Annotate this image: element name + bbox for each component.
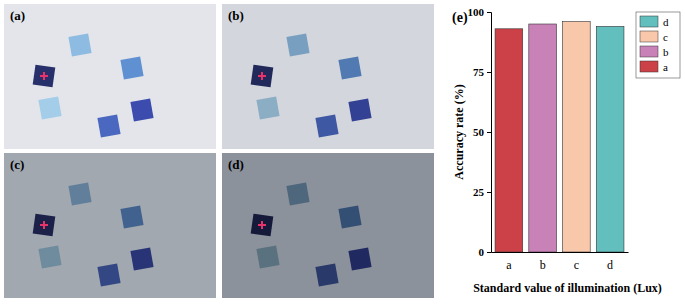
- color-tile: [251, 214, 274, 237]
- tick-mark: [487, 252, 491, 253]
- color-tile: [315, 114, 338, 137]
- chart-title: (e): [452, 10, 468, 26]
- color-tile: [38, 96, 61, 119]
- tick-mark: [487, 132, 491, 133]
- tick: c: [574, 252, 579, 272]
- bar: [495, 29, 523, 252]
- color-tile: [33, 214, 56, 237]
- marker-cross: [258, 72, 266, 80]
- legend-label: d: [663, 16, 669, 28]
- color-tile: [120, 205, 143, 228]
- panel-label: (b): [228, 8, 244, 23]
- color-tile: [286, 33, 309, 56]
- legend-label: b: [663, 46, 669, 58]
- color-tile: [68, 182, 91, 205]
- tick-label: 75: [473, 66, 485, 78]
- color-tile: [338, 205, 361, 228]
- tick: 0: [479, 246, 492, 258]
- bar: [596, 26, 624, 252]
- legend-label: c: [663, 31, 668, 43]
- bar: [529, 24, 557, 252]
- x-axis: a b c d: [492, 252, 629, 272]
- tick: d: [607, 252, 613, 272]
- y-axis-title: Accuracy rate (%): [452, 84, 466, 179]
- legend-label: a: [663, 61, 668, 73]
- color-tile: [286, 182, 309, 205]
- tick-mark: [487, 192, 491, 193]
- color-tile: [130, 98, 153, 121]
- marker-cross: [258, 221, 266, 229]
- figure: (a)(b)(c)(d)(e)0255075100abcdStandard va…: [0, 0, 685, 304]
- legend-swatch: [640, 16, 658, 27]
- color-tile: [315, 263, 338, 286]
- tick: a: [506, 252, 512, 272]
- photo-background: [4, 4, 216, 149]
- color-tile: [97, 263, 120, 286]
- photo-panel: (b): [222, 4, 434, 149]
- legend-swatch: [640, 31, 658, 42]
- tick-label: c: [574, 258, 579, 272]
- color-tile: [338, 56, 361, 79]
- bars: [495, 22, 624, 252]
- tick-label: 100: [468, 6, 485, 18]
- color-tile: [348, 247, 371, 270]
- color-tile: [97, 114, 120, 137]
- tick: b: [540, 252, 546, 272]
- color-tile: [256, 245, 279, 268]
- tick-label: 0: [479, 246, 485, 258]
- photo-background: [4, 153, 216, 298]
- legend: dcba: [636, 12, 680, 78]
- color-tile: [120, 56, 143, 79]
- legend-swatch: [640, 46, 658, 57]
- axis-line: [492, 252, 629, 253]
- photo-panel: (d): [222, 153, 434, 298]
- legend-box: [636, 12, 680, 78]
- color-tile: [38, 245, 61, 268]
- marker-cross: [40, 72, 48, 80]
- marker-cross: [40, 221, 48, 229]
- color-tile: [130, 247, 153, 270]
- color-tile: [256, 96, 279, 119]
- tick: 50: [473, 126, 491, 138]
- axis-line: [487, 13, 492, 253]
- tick-mark: [487, 12, 491, 13]
- tick-label: d: [607, 258, 613, 272]
- color-tile: [348, 98, 371, 121]
- legend-swatch: [640, 61, 658, 72]
- panel-label: (c): [10, 157, 24, 172]
- panel-label: (a): [10, 8, 25, 23]
- color-tile: [68, 33, 91, 56]
- y-axis: 0 25 50 75 100: [468, 6, 492, 258]
- photo-background: [222, 4, 434, 149]
- tick-label: 50: [473, 126, 485, 138]
- tick-label: a: [506, 258, 512, 272]
- color-tile: [33, 65, 56, 88]
- color-tile: [251, 65, 274, 88]
- tick-label: b: [540, 258, 546, 272]
- bar: [563, 22, 591, 252]
- tick: 25: [473, 186, 491, 198]
- photo-panel: (c): [4, 153, 216, 298]
- photo-panel: (a): [4, 4, 216, 149]
- photo-background: [222, 153, 434, 298]
- tick-mark: [487, 72, 491, 73]
- tick: 100: [468, 6, 492, 18]
- panel-label: (d): [228, 157, 244, 172]
- tick: 75: [473, 66, 491, 78]
- x-axis-title: Standard value of illumination (Lux): [473, 281, 662, 295]
- tick-label: 25: [473, 186, 485, 198]
